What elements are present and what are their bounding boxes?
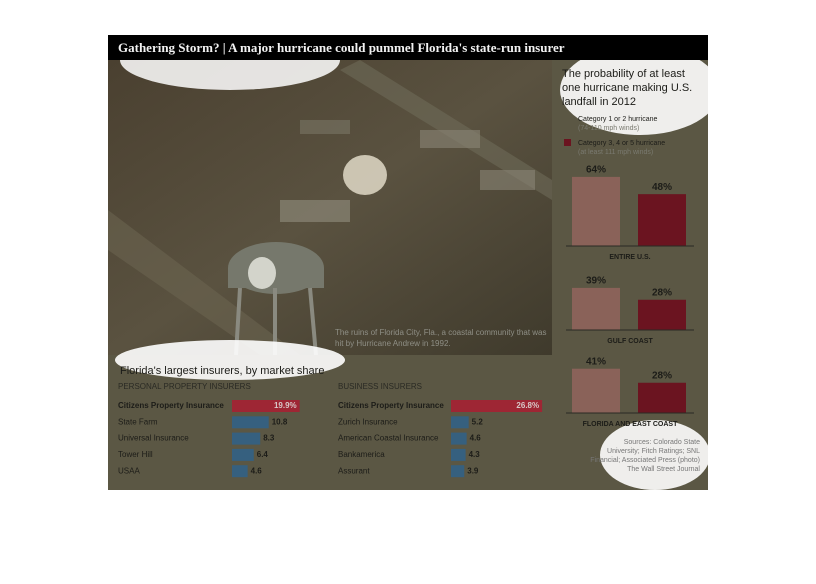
bar — [451, 400, 543, 412]
bar — [232, 432, 261, 445]
bar — [232, 465, 248, 478]
photo-caption-box: The ruins of Florida City, Fla., a coast… — [335, 328, 547, 348]
legend-desc: (at least 111 mph winds) — [578, 149, 653, 156]
category-label: Citizens Property Insurance — [338, 401, 444, 410]
bar — [572, 287, 620, 330]
header-bar — [108, 35, 708, 60]
bar — [451, 416, 469, 429]
category-label: Tower Hill — [118, 450, 153, 459]
category-label: ENTIRE U.S. — [609, 254, 650, 261]
category-label: Universal Insurance — [118, 434, 189, 443]
legend-desc: (74-110 mph winds) — [578, 125, 639, 132]
prob-title-box: The probability of at least one hurrican… — [562, 68, 693, 108]
credit: The Wall Street Journal — [627, 466, 700, 473]
bar — [638, 299, 686, 330]
category-label: State Farm — [118, 417, 158, 426]
glare — [560, 45, 720, 135]
value-label: 6.4 — [257, 450, 269, 459]
value-label: 4.6 — [470, 434, 482, 443]
category-label: Zurich Insurance — [338, 417, 398, 426]
photo-caption: The ruins of Florida City, Fla., a coast… — [335, 328, 547, 348]
value-label: 39% — [586, 276, 606, 287]
category-label: GULF COAST — [607, 338, 653, 345]
bar — [572, 368, 620, 413]
value-label: 5.2 — [472, 417, 484, 426]
prob-title: The probability of at least one hurrican… — [562, 68, 693, 108]
bar — [638, 382, 686, 413]
category-label: Assurant — [338, 466, 370, 475]
value-label: 41% — [586, 356, 606, 367]
value-label: 64% — [586, 165, 606, 176]
bar — [451, 432, 467, 445]
value-label: 10.8 — [272, 417, 288, 426]
bar — [572, 176, 620, 246]
bar — [232, 448, 254, 461]
bar — [451, 465, 465, 478]
value-label: 8.3 — [263, 434, 275, 443]
category-label: FLORIDA AND EAST COAST — [583, 421, 678, 428]
sources: Sources: Colorado State University; Fitc… — [590, 439, 700, 464]
value-label: 19.9% — [274, 401, 297, 410]
legend-label: Category 3, 4 or 5 hurricane — [578, 140, 665, 147]
glare — [600, 420, 710, 490]
category-label: American Coastal Insurance — [338, 434, 439, 443]
panel-subtitle: BUSINESS INSURERS — [338, 382, 422, 391]
value-label: 48% — [652, 182, 672, 193]
value-label: 28% — [652, 287, 672, 298]
panel-subtitle: PERSONAL PROPERTY INSURERS — [118, 382, 251, 391]
value-label: 4.6 — [251, 466, 263, 475]
category-label: Bankamerica — [338, 450, 385, 459]
photo — [108, 30, 552, 356]
category-label: Citizens Property Insurance — [118, 401, 224, 410]
legend-swatch — [564, 139, 571, 146]
value-label: 3.9 — [467, 466, 479, 475]
bar — [232, 416, 269, 429]
insurers-title: Florida's largest insurers, by market sh… — [120, 365, 324, 377]
legend-label: Category 1 or 2 hurricane — [578, 116, 657, 123]
header-title: Gathering Storm? | A major hurricane cou… — [118, 40, 565, 55]
value-label: 26.8% — [516, 401, 539, 410]
value-label: 28% — [652, 370, 672, 381]
sources-box: Sources: Colorado State University; Fitc… — [590, 439, 700, 473]
bar — [451, 448, 466, 461]
bar — [232, 400, 300, 412]
glare — [115, 340, 345, 380]
category-label: USAA — [118, 466, 140, 475]
bar — [638, 194, 686, 246]
value-label: 4.3 — [469, 450, 481, 459]
